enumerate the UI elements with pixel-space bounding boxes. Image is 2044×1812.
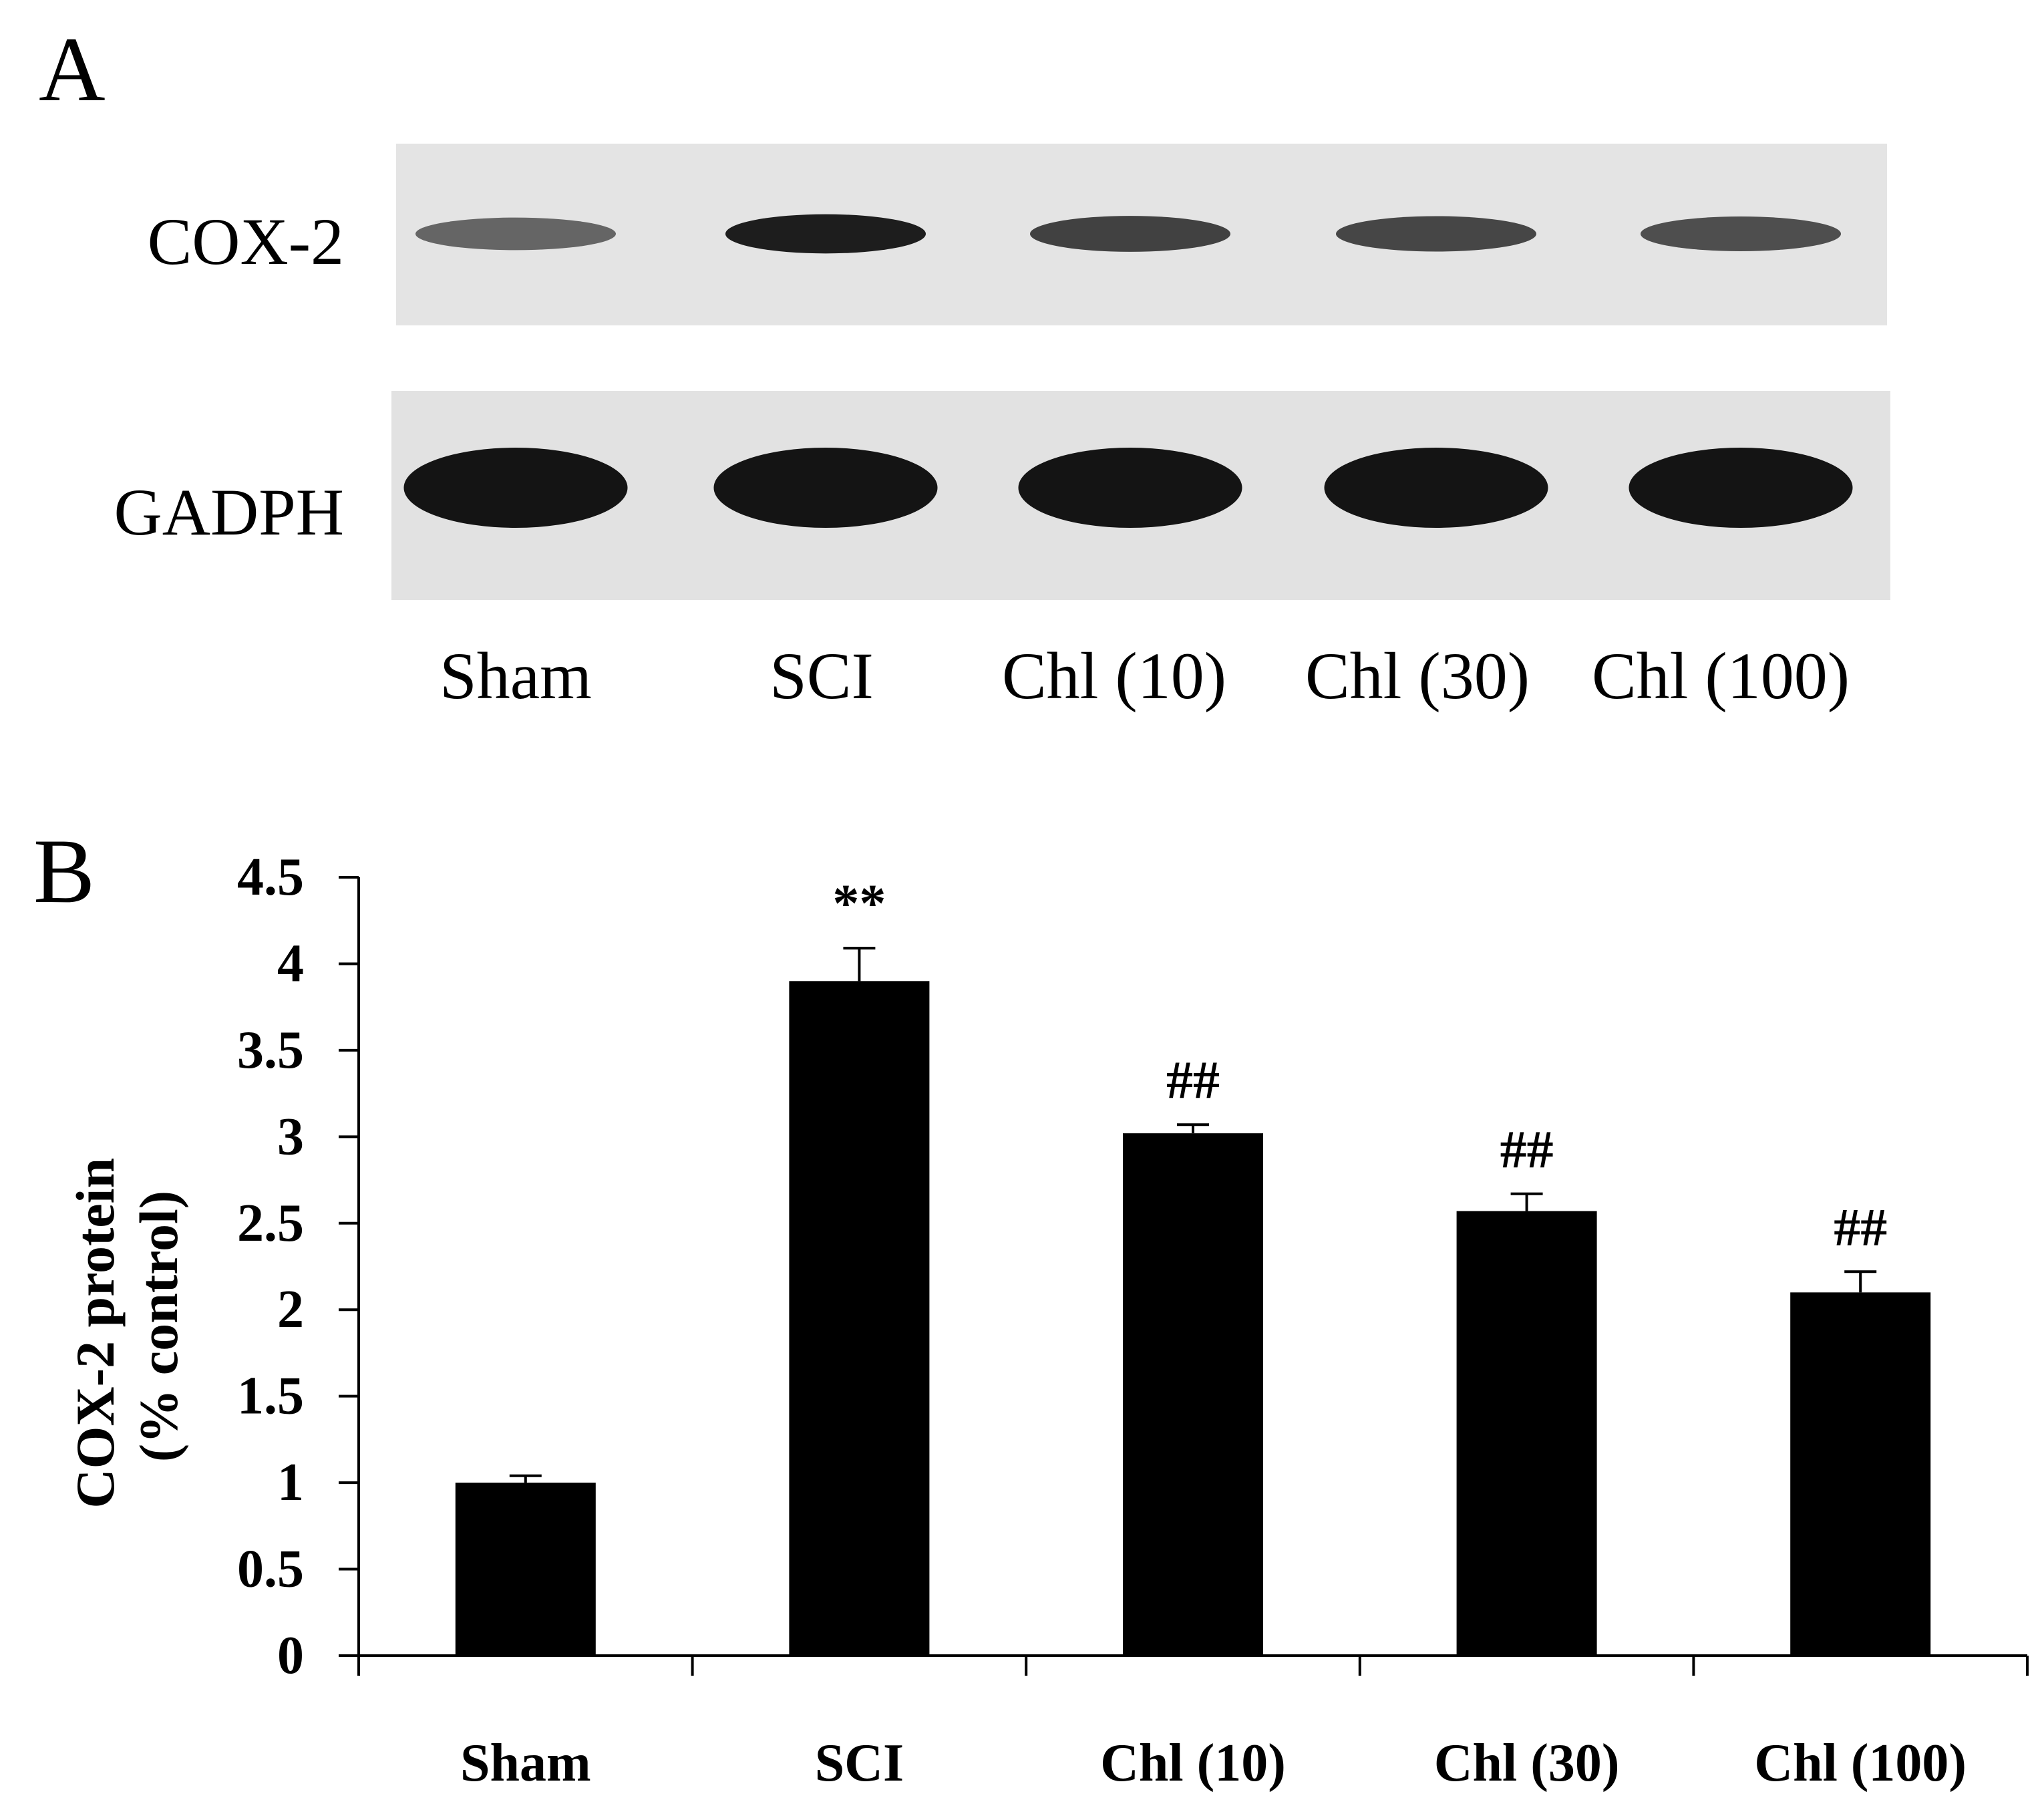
x-tick-label-sham: Sham [460,1734,591,1793]
bar-sci [789,981,930,1656]
panel-b: B COX-2 protein (% control) 0 0.5 1 1.5 2 2.5… [33,820,2029,1793]
band-gadph-sci [713,448,938,528]
band-gadph-chl-100 [1629,448,1853,528]
significance-marker-chl-10: ## [1166,1051,1220,1110]
blot-bands [403,214,1853,528]
lane-label-chl-100: Chl (100) [1592,639,1850,713]
band-gadph-chl-30 [1324,448,1548,528]
band-cox-2-chl-10 [1030,216,1230,252]
y-tick-label: 2 [277,1280,304,1339]
panel-b-label: B [33,820,95,922]
y-tick-label: 0.5 [237,1540,304,1599]
y-tick-label: 0 [277,1626,304,1685]
lane-label-chl-30: Chl (30) [1305,639,1530,713]
y-tick-label: 2.5 [237,1194,304,1253]
band-cox-2-sci [725,214,926,254]
bar-sham [455,1483,596,1656]
band-cox-2-chl-30 [1336,216,1536,252]
y-axis-title-line-2: (% control) [128,1191,189,1462]
x-tick-label-chl-100: Chl (100) [1754,1734,1967,1793]
blot-row-label-cox2: COX-2 [148,204,344,279]
band-gadph-chl-10 [1018,448,1242,528]
lane-label-sham: Sham [440,639,592,713]
significance-marker-chl-30: ## [1500,1120,1554,1179]
lane-label-chl-10: Chl (10) [1002,639,1226,713]
significance-marker-chl-100: ## [1834,1198,1887,1257]
y-tick-label: 4.5 [237,848,304,907]
y-tick-label: 1 [277,1453,304,1512]
y-tick-label: 4 [277,934,304,993]
bar-chl-100 [1790,1292,1931,1656]
band-cox-2-sham [415,217,616,251]
lane-label-sci: SCI [770,639,874,713]
bar-chl-10 [1123,1133,1263,1656]
x-tick-label-sci: SCI [815,1734,904,1793]
y-tick-label: 3 [277,1107,304,1166]
y-axis-title: COX-2 protein (% control) [65,1144,189,1508]
x-tick-label-chl-10: Chl (10) [1100,1734,1286,1793]
band-cox-2-chl-100 [1641,216,1841,251]
significance-marker-sci: ** [832,875,886,933]
y-axis-title-line-1: COX-2 protein [65,1158,126,1509]
blot-row-label-gadph: GADPH [114,475,344,549]
y-tick-label: 3.5 [237,1021,304,1080]
panel-a-label: A [39,18,106,120]
x-tick-label-chl-30: Chl (30) [1434,1734,1620,1793]
band-gadph-sham [403,448,628,528]
y-tick-label: 1.5 [237,1367,304,1426]
bar-chl-30 [1456,1211,1597,1656]
bar-plot: 0 0.5 1 1.5 2 2.5 3 3.5 4 4.5 Sham ** SCI ## Chl (10) #… [237,848,2029,1793]
lane-labels: Sham SCI Chl (10) Chl (30) Chl (100) [440,639,1850,713]
panel-a: A COX-2 GADPH Sham SCI Chl (10) Chl (30) Chl… [39,18,1890,713]
